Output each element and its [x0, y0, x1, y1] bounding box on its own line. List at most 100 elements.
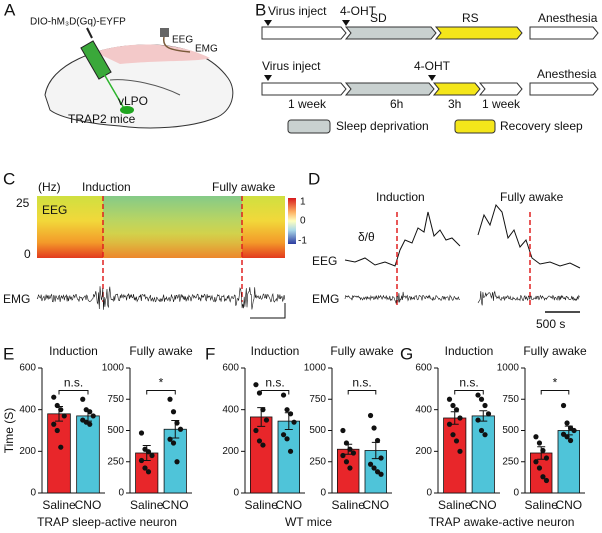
y-tick-label: 500	[107, 425, 124, 436]
needle	[103, 73, 126, 111]
data-point	[485, 411, 492, 417]
eeg-label: EEG	[42, 203, 67, 217]
chart-title: Fully awake	[330, 344, 394, 358]
y-tick-label: 600	[19, 363, 36, 374]
panel-label: G	[400, 344, 413, 363]
data-point	[87, 409, 93, 415]
data-point	[170, 440, 177, 446]
data-point	[177, 426, 184, 432]
event-marker	[264, 75, 436, 81]
data-point	[167, 436, 173, 442]
emg-label: EMG	[3, 292, 30, 306]
panel-label: E	[3, 344, 14, 363]
annotation: n.s.	[64, 376, 83, 390]
x-tick-label: CNO	[162, 498, 189, 512]
drug-label: 4-OHT	[414, 59, 451, 73]
y-tick-label: 1000	[497, 363, 520, 374]
data-point	[253, 382, 259, 388]
y-tick-label: 1000	[102, 363, 125, 374]
ratio-label: δ/θ	[358, 230, 375, 244]
emg-label: EMG	[195, 44, 218, 55]
y-tick-label: 200	[415, 446, 432, 457]
x-tick-label: Saline	[42, 498, 76, 512]
panel-label: A	[4, 0, 16, 19]
timeline-segment	[432, 82, 481, 96]
data-point	[291, 419, 297, 425]
bar	[443, 417, 467, 494]
error-bar	[479, 410, 488, 422]
y-tick-label: 250	[502, 456, 519, 467]
headstage	[160, 28, 169, 37]
data-point	[378, 471, 384, 477]
data-point	[533, 459, 539, 465]
timeline-segment	[261, 82, 347, 96]
panel-d: D Induction Fully awake δ/θ EEG EMG 500 …	[308, 169, 581, 331]
data-point	[350, 450, 357, 456]
data-point	[543, 477, 550, 484]
duration-label: 3h	[448, 97, 461, 111]
emg-label: EMG	[312, 292, 339, 306]
bar	[47, 413, 71, 494]
annotation: n.s.	[459, 376, 478, 390]
duration-label: 1 week	[288, 97, 327, 111]
emg-trace	[36, 286, 286, 310]
data-point	[560, 402, 567, 409]
data-point	[54, 427, 60, 434]
scale-label: 500 s	[536, 317, 565, 331]
freq-label: 25	[16, 196, 30, 210]
event-label: Induction	[82, 180, 131, 194]
data-point	[453, 438, 460, 444]
annotation: n.s.	[352, 376, 371, 390]
y-tick-label: 750	[309, 394, 326, 405]
sd-label: SD	[370, 11, 387, 25]
x-tick-label: CNO	[470, 498, 497, 512]
y-tick-label: 0	[320, 488, 326, 499]
timeline-segment	[344, 26, 437, 40]
data-point	[87, 421, 93, 427]
y-tick-label: 400	[19, 404, 36, 415]
y-tick-label: 200	[19, 446, 36, 457]
y-tick-label: 400	[222, 404, 239, 415]
chart-title: Induction	[49, 344, 98, 358]
colorbar-label: 1	[300, 197, 306, 208]
data-point	[457, 448, 463, 454]
data-point	[475, 392, 481, 398]
data-point	[174, 459, 180, 465]
chart-title: Induction	[445, 344, 494, 358]
data-point	[287, 448, 294, 454]
x-tick-label: CNO	[275, 498, 302, 512]
data-point	[90, 413, 96, 419]
data-point	[145, 449, 152, 455]
data-point	[138, 430, 145, 436]
panel-b: B Virus inject 4-OHT SD RS Anesthesia Vi…	[255, 0, 599, 134]
scale-bar	[250, 303, 286, 319]
data-point	[536, 440, 543, 446]
data-point	[371, 425, 377, 431]
y-tick-label: 600	[222, 363, 239, 374]
y-tick-label: 0	[426, 488, 432, 499]
data-point	[260, 442, 266, 448]
event-label: Induction	[376, 190, 425, 204]
panel-label: B	[255, 0, 266, 19]
chart-title: Fully awake	[129, 344, 193, 358]
y-tick-label: 0	[513, 488, 519, 499]
y-tick-label: 500	[502, 425, 519, 436]
bar	[249, 416, 273, 494]
data-point	[475, 417, 481, 423]
legend-swatch	[287, 119, 331, 134]
x-tick-label: Saline	[130, 498, 164, 512]
data-point	[482, 432, 488, 438]
y-tick-label: 750	[107, 394, 124, 405]
x-tick-label: Saline	[438, 498, 472, 512]
brain-line	[109, 79, 181, 96]
y-tick-label: 500	[309, 425, 326, 436]
data-point	[51, 394, 57, 400]
data-point	[174, 420, 180, 426]
data-point	[347, 465, 353, 471]
data-point	[478, 427, 485, 434]
timeline-segment	[478, 82, 523, 96]
x-tick-label: CNO	[362, 498, 389, 512]
y-tick-label: 600	[415, 363, 432, 374]
end-label: Anesthesia	[537, 67, 597, 81]
